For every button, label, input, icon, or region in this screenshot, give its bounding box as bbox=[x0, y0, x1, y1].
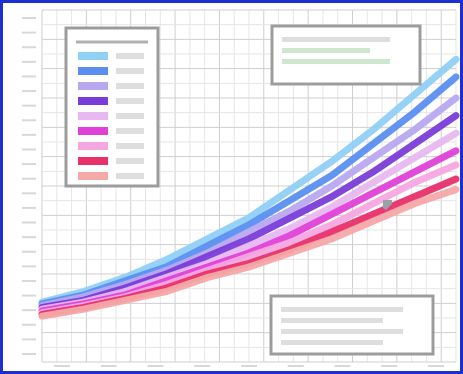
legend-label-bar bbox=[116, 113, 144, 119]
series-line bbox=[38, 186, 460, 320]
legend-swatch bbox=[78, 67, 108, 75]
annotation-box bbox=[270, 24, 422, 86]
legend-label-bar bbox=[116, 53, 144, 59]
legend-label-bar bbox=[116, 68, 144, 74]
legend-label-bar bbox=[116, 83, 144, 89]
annotation-text-bar bbox=[282, 59, 390, 64]
annotation-text-bar bbox=[282, 48, 370, 53]
legend-swatch bbox=[78, 52, 108, 60]
annotation-text-bar bbox=[281, 340, 383, 345]
annotation-text-bar bbox=[282, 37, 390, 42]
legend-label-bar bbox=[116, 158, 144, 164]
legend-label-bar bbox=[116, 173, 144, 179]
legend-swatch bbox=[78, 157, 108, 165]
legend-swatch bbox=[78, 82, 108, 90]
plot-marker bbox=[383, 200, 392, 210]
annotation-text-bar bbox=[281, 307, 403, 312]
legend-swatch bbox=[78, 172, 108, 180]
legend-swatch bbox=[78, 112, 108, 120]
legend-label-bar bbox=[116, 98, 144, 104]
annotation-text-bar bbox=[281, 329, 403, 334]
legend-swatch bbox=[78, 142, 108, 150]
annotation-text-bar bbox=[281, 318, 383, 323]
annotation-box bbox=[269, 294, 435, 356]
legend-label-bar bbox=[116, 128, 144, 134]
legend-swatch bbox=[78, 97, 108, 105]
legend-label-bar bbox=[116, 143, 144, 149]
legend-swatch bbox=[78, 127, 108, 135]
